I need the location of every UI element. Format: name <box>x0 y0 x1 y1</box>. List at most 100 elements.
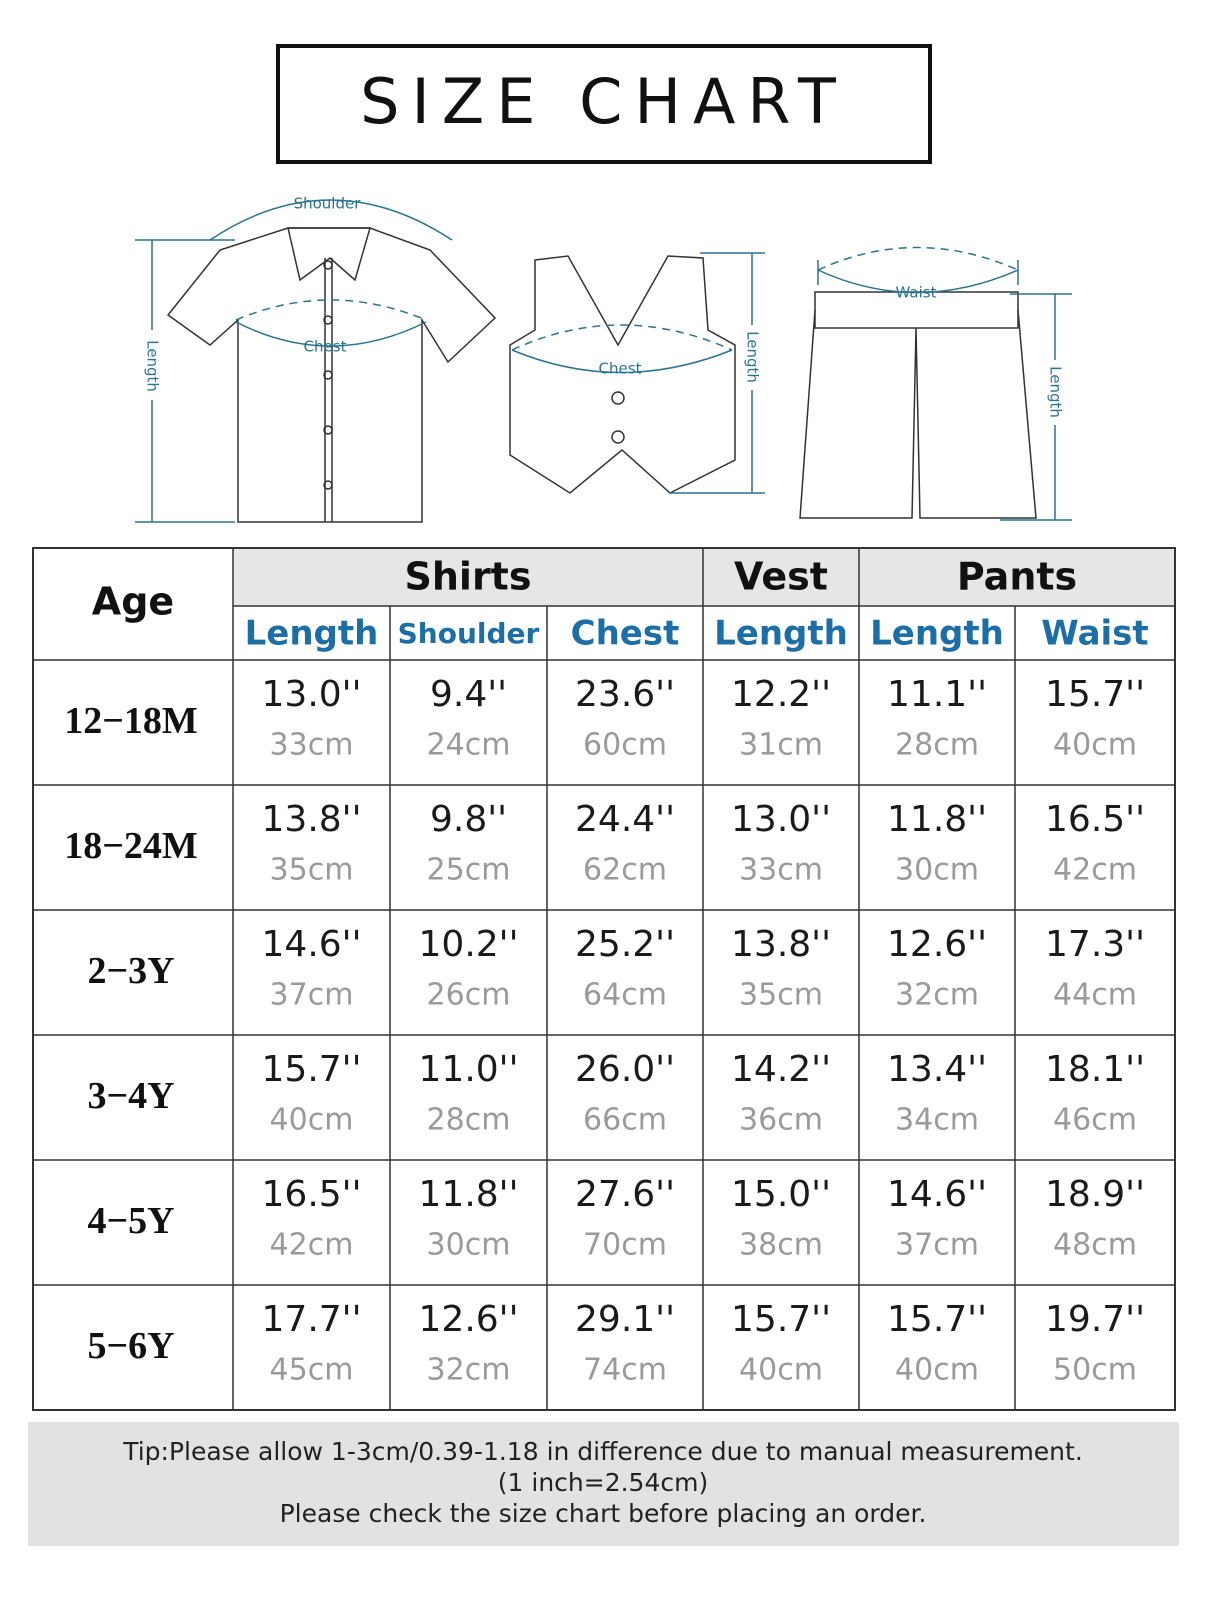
cm-value: 40cm <box>739 1353 823 1388</box>
group-header: Shirts <box>405 555 532 599</box>
age-label: 18−24M <box>64 825 198 867</box>
tip-line: Please check the size chart before placi… <box>280 1499 927 1528</box>
cm-value: 30cm <box>895 853 979 888</box>
inch-value: 23.6'' <box>575 674 675 715</box>
inch-value: 27.6'' <box>575 1174 675 1215</box>
column-header: Chest <box>571 614 680 654</box>
column-header: Shoulder <box>398 617 540 650</box>
inch-value: 14.6'' <box>887 1174 987 1215</box>
inch-value: 17.3'' <box>1045 924 1145 965</box>
cm-value: 45cm <box>270 1353 354 1388</box>
age-label: 4−5Y <box>87 1200 174 1242</box>
inch-value: 26.0'' <box>575 1049 675 1090</box>
corner-header: Age <box>92 580 174 624</box>
cm-value: 33cm <box>270 728 354 763</box>
column-header: Length <box>245 614 379 654</box>
cm-value: 70cm <box>583 1228 667 1263</box>
inch-value: 15.7'' <box>262 1049 362 1090</box>
cm-value: 46cm <box>1053 1103 1137 1138</box>
shoulder-label: Shoulder <box>294 195 362 213</box>
inch-value: 16.5'' <box>1045 799 1145 840</box>
inch-value: 13.0'' <box>731 799 831 840</box>
cm-value: 35cm <box>739 978 823 1013</box>
inch-value: 12.6'' <box>419 1299 519 1340</box>
inch-value: 11.8'' <box>419 1174 519 1215</box>
cm-value: 35cm <box>270 853 354 888</box>
cm-value: 74cm <box>583 1353 667 1388</box>
inch-value: 13.4'' <box>887 1049 987 1090</box>
cm-value: 26cm <box>427 978 511 1013</box>
cm-value: 28cm <box>427 1103 511 1138</box>
cm-value: 37cm <box>270 978 354 1013</box>
chest-label: Chest <box>304 338 347 356</box>
inch-value: 25.2'' <box>575 924 675 965</box>
tip: Tip:Please allow 1-3cm/0.39-1.18 in diff… <box>122 1437 1083 1528</box>
size-table: Shirts Vest Pants Age Length Shoulder Chest Len… <box>32 547 1176 1411</box>
inch-value: 17.7'' <box>262 1299 362 1340</box>
cm-value: 42cm <box>270 1228 354 1263</box>
inch-value: 16.5'' <box>262 1174 362 1215</box>
inch-value: 15.7'' <box>1045 674 1145 715</box>
tip-box <box>28 1422 1179 1546</box>
inch-value: 19.7'' <box>1045 1299 1145 1340</box>
inch-value: 14.6'' <box>262 924 362 965</box>
age-label: 5−6Y <box>87 1325 174 1367</box>
title-box <box>276 44 932 164</box>
title: SIZE CHART <box>360 65 848 138</box>
cm-value: 40cm <box>270 1103 354 1138</box>
length-label: Length <box>1047 366 1065 418</box>
column-header: Waist <box>1041 614 1148 654</box>
cm-value: 62cm <box>583 853 667 888</box>
cm-value: 24cm <box>427 728 511 763</box>
cm-value: 60cm <box>583 728 667 763</box>
group-header: Pants <box>957 555 1077 599</box>
shirt-diagram: Shoulder Chest Length <box>135 195 497 523</box>
inch-value: 15.7'' <box>731 1299 831 1340</box>
cm-value: 31cm <box>739 728 823 763</box>
inch-value: 13.0'' <box>262 674 362 715</box>
inch-value: 15.7'' <box>887 1299 987 1340</box>
age-label: 12−18M <box>64 700 198 742</box>
length-label: Length <box>144 340 162 392</box>
length-label: Length <box>744 331 762 383</box>
inch-value: 11.1'' <box>887 674 987 715</box>
cm-value: 33cm <box>739 853 823 888</box>
cm-value: 40cm <box>895 1353 979 1388</box>
inch-value: 18.9'' <box>1045 1174 1145 1215</box>
chest-label: Chest <box>599 360 642 378</box>
cm-value: 64cm <box>583 978 667 1013</box>
cm-value: 66cm <box>583 1103 667 1138</box>
cm-value: 42cm <box>1053 853 1137 888</box>
cm-value: 50cm <box>1053 1353 1137 1388</box>
cm-value: 30cm <box>427 1228 511 1263</box>
inch-value: 18.1'' <box>1045 1049 1145 1090</box>
inch-value: 12.2'' <box>731 674 831 715</box>
column-header: Length <box>714 614 848 654</box>
column-header: Length <box>870 614 1004 654</box>
pants-diagram: Waist Length <box>799 246 1072 521</box>
tip-line: (1 inch=2.54cm) <box>498 1468 708 1497</box>
cm-value: 48cm <box>1053 1228 1137 1263</box>
inch-value: 24.4'' <box>575 799 675 840</box>
inch-value: 11.8'' <box>887 799 987 840</box>
inch-value: 12.6'' <box>887 924 987 965</box>
age-label: 2−3Y <box>87 950 174 992</box>
cm-value: 40cm <box>1053 728 1137 763</box>
header-bg <box>233 548 1175 606</box>
inch-value: 14.2'' <box>731 1049 831 1090</box>
table-border <box>32 547 1176 1411</box>
waist-label: Waist <box>896 284 937 302</box>
cm-value: 34cm <box>895 1103 979 1138</box>
cm-value: 44cm <box>1053 978 1137 1013</box>
vest-diagram: Chest Length <box>509 252 765 494</box>
inch-value: 13.8'' <box>262 799 362 840</box>
cm-value: 37cm <box>895 1228 979 1263</box>
cm-value: 28cm <box>895 728 979 763</box>
inch-value: 9.8'' <box>430 799 507 840</box>
inch-value: 11.0'' <box>419 1049 519 1090</box>
inch-value: 15.0'' <box>731 1174 831 1215</box>
inch-value: 10.2'' <box>419 924 519 965</box>
cm-value: 38cm <box>739 1228 823 1263</box>
inch-value: 13.8'' <box>731 924 831 965</box>
